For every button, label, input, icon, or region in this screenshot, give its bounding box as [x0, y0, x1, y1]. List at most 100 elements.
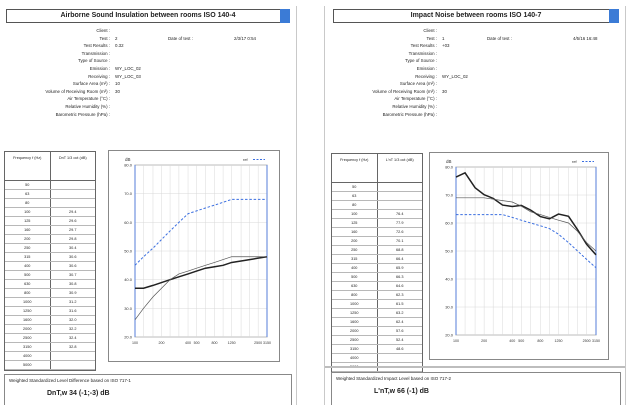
series-line-2 — [456, 214, 597, 269]
frequency-cell: 500 — [332, 273, 378, 281]
column-header-level: DnT 1/3 oct (dB) — [58, 156, 87, 160]
column-header-frequency: Frequency f (Hz) — [332, 154, 378, 182]
table-row: 500 30.7 — [5, 271, 95, 280]
frequency-cell: 80 — [332, 201, 378, 209]
x-tick-label: 3150 — [263, 341, 271, 345]
frequency-cell: 1600 — [5, 316, 51, 324]
table-row: 2000 57.6 — [332, 327, 422, 336]
info-row: Barometric Pressure (hPa) : — [0, 112, 296, 118]
x-tick-label: 400 — [185, 341, 191, 345]
y-tick-label: 60.0 — [124, 220, 133, 225]
x-tick-label: 200 — [481, 339, 487, 343]
frequency-cell: 4000 — [5, 352, 51, 360]
info-row: Test : 1 Date of test : 4/5/16 16:48 — [325, 36, 625, 42]
info-label: Transmission : — [81, 50, 110, 56]
info-row: Client : — [0, 28, 296, 34]
frequency-cell: 800 — [5, 289, 51, 297]
level-cell: 63.2 — [396, 311, 404, 315]
level-cell: 32.2 — [69, 327, 77, 331]
x-tick-label: 100 — [132, 341, 138, 345]
level-cell — [51, 190, 96, 198]
table-header: Frequency f (Hz) DnT 1/3 oct (dB) — [5, 152, 95, 181]
frequency-cell: 100 — [5, 208, 51, 216]
frequency-cell: 250 — [5, 244, 51, 252]
info-row: Test : 2 Date of test : 2/3/17 0:54 — [0, 36, 296, 42]
frequency-cell: 100 — [332, 210, 378, 218]
y-tick-label: 40.0 — [124, 277, 133, 282]
info-row: Emission : WY_LOC_02 — [0, 66, 296, 72]
frequency-cell: 50 — [332, 183, 378, 191]
x-tick-label: 400 — [509, 339, 515, 343]
level-cell: 32.0 — [69, 318, 77, 322]
impact-report: Impact Noise between rooms ISO 140-7 Cli… — [324, 6, 626, 405]
info-label: Barometric Pressure (hPa) : — [382, 111, 437, 117]
y-tick-label: 50.0 — [445, 249, 454, 254]
level-cell: 30.6 — [69, 255, 77, 259]
level-cell — [51, 181, 96, 189]
info-value: 4/5/16 16:48 — [573, 35, 598, 41]
frequency-cell: 160 — [5, 226, 51, 234]
legend-label: ref — [243, 157, 249, 162]
info-label: Client : — [423, 28, 437, 33]
info-label: Surface Area (m²) : — [399, 81, 437, 87]
weighted-result-caption: Weighted Standardized Impact Level based… — [336, 376, 451, 381]
level-cell: 66.3 — [396, 275, 404, 279]
level-cell: 52.4 — [396, 338, 404, 342]
table-row: 2000 32.2 — [5, 325, 95, 334]
table-row: 800 30.9 — [5, 289, 95, 298]
table-row: 500 66.3 — [332, 273, 422, 282]
level-cell: 29.7 — [69, 228, 77, 232]
frequency-cell: 125 — [5, 217, 51, 225]
table-row: 250 68.8 — [332, 246, 422, 255]
y-tick-label: 80.0 — [124, 163, 133, 168]
level-cell: 76.4 — [396, 212, 404, 216]
info-value: 2 — [115, 35, 118, 41]
y-axis-label: dB — [446, 159, 452, 164]
level-cell: 68.8 — [396, 248, 404, 252]
frequency-table: Frequency f (Hz) L'nT 1/3 oct (dB) 50 63 80 1… — [331, 153, 423, 373]
info-value: 10 — [115, 81, 120, 87]
frequency-cell: 630 — [332, 282, 378, 290]
info-label: Date of test : — [168, 35, 193, 41]
level-cell: 57.6 — [396, 329, 404, 333]
info-value: +03 — [442, 43, 450, 49]
info-row: Type of Source : — [325, 58, 625, 64]
info-label: Relative Humidity (%) : — [65, 104, 110, 109]
level-cell: 31.2 — [69, 300, 77, 304]
series-line-2 — [134, 198, 267, 266]
table-row: 315 66.4 — [332, 255, 422, 264]
level-cell: 32.8 — [69, 345, 77, 349]
info-label: Type of Source : — [405, 58, 437, 64]
x-tick-label: 800 — [212, 341, 218, 345]
title-accent — [280, 9, 290, 23]
page-separator — [325, 366, 625, 368]
info-row: Transmission : — [0, 51, 296, 57]
table-row: 2500 32.4 — [5, 334, 95, 343]
info-label: Type of Source : — [78, 58, 110, 64]
table-row: 3150 32.8 — [5, 343, 95, 352]
weighted-result-caption: Weighted Standardized Level Difference b… — [9, 378, 131, 383]
info-label: Test : — [99, 35, 111, 41]
table-row: 100 76.4 — [332, 210, 422, 219]
level-cell: 62.3 — [396, 293, 404, 297]
frequency-cell: 160 — [332, 228, 378, 236]
level-cell: 30.8 — [69, 282, 77, 286]
info-label: Volume of Receiving Room (m³) : — [45, 88, 110, 94]
info-label: Test Results : — [83, 43, 110, 49]
level-cell: 30.6 — [69, 264, 77, 268]
table-row: 4000 — [332, 354, 422, 363]
impact-report-title: Impact Noise between rooms ISO 140-7 — [333, 9, 619, 23]
frequency-cell: 315 — [332, 255, 378, 263]
info-value: 30 — [442, 88, 447, 94]
frequency-cell: 125 — [332, 219, 378, 227]
info-row: Receiving : WY_LOC_03 — [0, 74, 296, 80]
info-label: Test Results : — [410, 43, 437, 49]
y-tick-label: 40.0 — [445, 277, 454, 282]
info-label: Client : — [96, 28, 110, 33]
level-cell — [378, 183, 423, 191]
table-header: Frequency f (Hz) L'nT 1/3 oct (dB) — [332, 154, 422, 183]
table-row: 100 29.4 — [5, 208, 95, 217]
frequency-cell: 1000 — [5, 298, 51, 306]
info-row: Receiving : WY_LOC_02 — [325, 74, 625, 80]
